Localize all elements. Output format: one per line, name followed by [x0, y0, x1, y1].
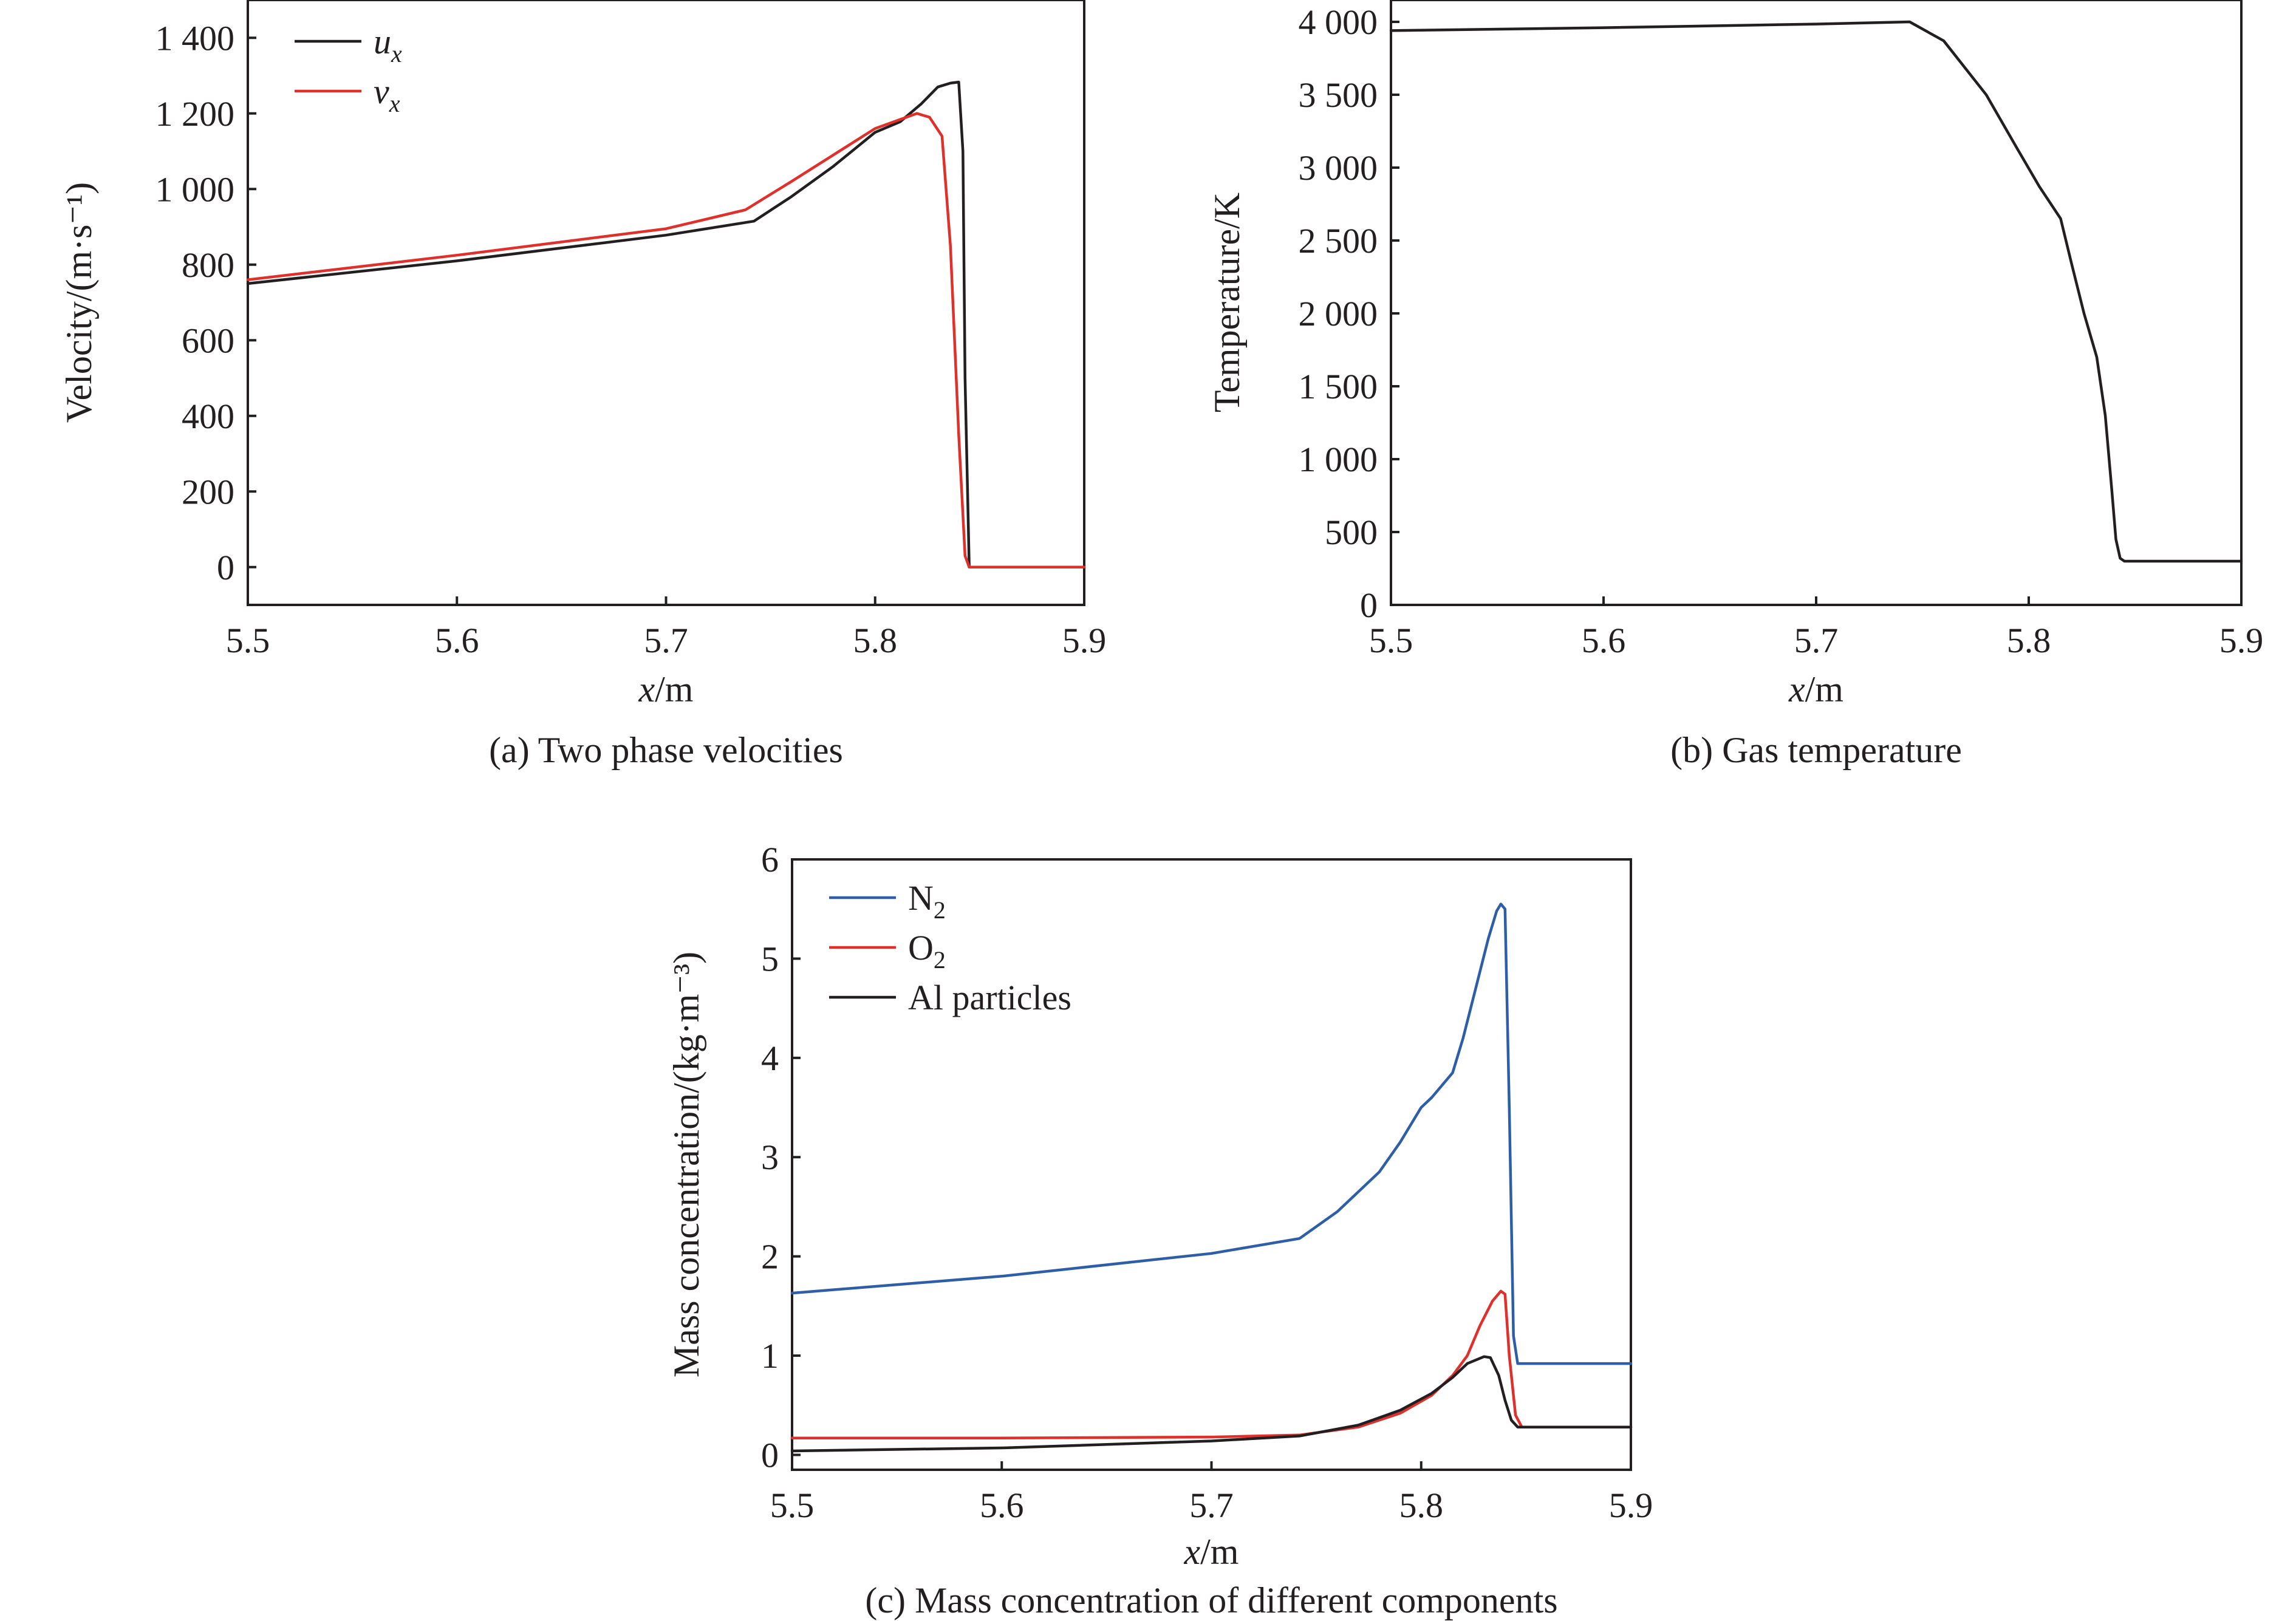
- y-tick-label: 600: [182, 321, 234, 360]
- y-tick-label: 4: [761, 1039, 779, 1078]
- legend-label: Al particles: [908, 978, 1071, 1017]
- y-tick-label: 2 500: [1299, 221, 1378, 261]
- x-tick-label: 5.6: [435, 621, 479, 660]
- x-tick-label: 5.9: [2219, 621, 2264, 660]
- x-tick-label: 5.6: [1582, 621, 1626, 660]
- x-tick-label: 5.9: [1609, 1486, 1653, 1525]
- x-tick-label: 5.5: [226, 621, 270, 660]
- legend-label: O2: [908, 928, 946, 974]
- y-tick-label: 6: [761, 840, 779, 879]
- y-tick-label: 1 400: [155, 18, 235, 58]
- chart-caption: (a) Two phase velocities: [489, 730, 843, 770]
- y-tick-label: 800: [182, 245, 234, 285]
- y-tick-label: 0: [1360, 585, 1378, 625]
- y-tick-label: 500: [1325, 513, 1378, 552]
- y-tick-label: 1: [761, 1336, 779, 1376]
- y-tick-label: 0: [761, 1435, 779, 1475]
- x-tick-label: 5.6: [980, 1486, 1024, 1525]
- series-line-ux: [246, 80, 1086, 569]
- y-tick-label: 200: [182, 472, 234, 511]
- x-tick-label: 5.7: [1794, 621, 1839, 660]
- x-tick-label: 5.7: [644, 621, 688, 660]
- y-tick-label: 1 200: [155, 94, 235, 134]
- series-line-vx: [246, 112, 1086, 569]
- y-tick-label: 1 500: [1299, 367, 1378, 406]
- x-axis-label: x/m: [638, 669, 694, 709]
- chart-panel-b: 5.5 5.6 5.7 5.8 5.9 0 500 1 000 1 500 2 000 2 500 3…: [1207, 0, 2263, 770]
- legend-label: ux: [374, 22, 402, 67]
- y-axis-label: Temperature/K: [1207, 193, 1247, 412]
- y-tick-label: 1 000: [155, 169, 235, 209]
- x-tick-label: 5.8: [1399, 1486, 1444, 1525]
- x-tick-label: 5.5: [770, 1486, 815, 1525]
- y-tick-label: 2 000: [1299, 294, 1378, 333]
- y-tick-label: 4 000: [1299, 2, 1378, 42]
- chart-caption: (c) Mass concentration of different comp…: [865, 1580, 1557, 1620]
- chart-panel-a: 5.5 5.6 5.7 5.8 5.9 0 200 400 600 800 1 000 1 200 1 …: [59, 0, 1106, 770]
- x-tick-label: 5.8: [853, 621, 898, 660]
- series-line-al-particles: [790, 1355, 1633, 1453]
- x-tick-label: 5.7: [1189, 1486, 1234, 1525]
- legend-label: N2: [908, 878, 946, 924]
- y-tick-label: 2: [761, 1237, 779, 1277]
- y-tick-label: 3 000: [1299, 148, 1378, 188]
- x-axis-label: x/m: [1788, 669, 1843, 709]
- y-axis-label: Mass concentration/(kg·m⁻³): [666, 952, 706, 1377]
- y-axis-label: Velocity/(m·s⁻¹): [59, 182, 99, 423]
- legend-label: vx: [374, 72, 400, 117]
- y-tick-label: 5: [761, 939, 779, 978]
- x-tick-label: 5.5: [1369, 621, 1413, 660]
- chart-caption: (b) Gas temperature: [1670, 730, 1962, 770]
- x-tick-label: 5.9: [1062, 621, 1107, 660]
- series-line-o2: [790, 1289, 1633, 1439]
- y-tick-label: 3: [761, 1138, 779, 1177]
- x-axis-label: x/m: [1184, 1532, 1239, 1572]
- y-tick-label: 400: [182, 397, 234, 436]
- y-tick-label: 0: [217, 548, 234, 587]
- series-line: [1389, 20, 2243, 563]
- series-line-n2: [790, 903, 1633, 1365]
- y-tick-label: 3 500: [1299, 75, 1378, 115]
- x-tick-label: 5.8: [2007, 621, 2051, 660]
- y-tick-label: 1 000: [1299, 440, 1378, 479]
